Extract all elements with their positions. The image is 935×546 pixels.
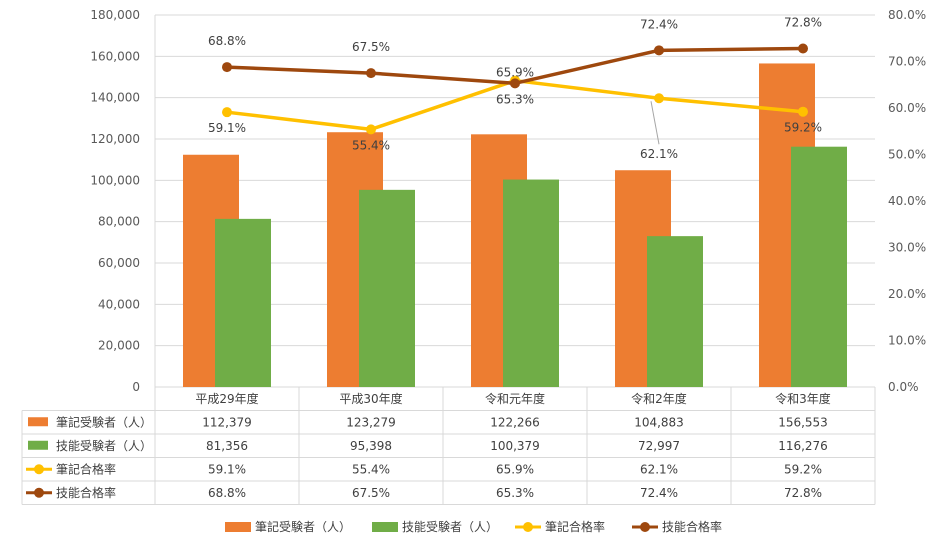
legend-key [372,522,398,532]
data-label: 65.3% [496,92,534,106]
y-right-tick-label: 20.0% [888,287,926,301]
data-label: 62.1% [640,147,678,161]
category-label: 令和元年度 [485,391,545,406]
point-4-4 [654,45,664,56]
y-left-tick-label: 60,000 [98,256,140,270]
table-legend-key [34,487,44,498]
y-left-tick-label: 40,000 [98,297,140,311]
table-cell: 59.1% [208,462,246,476]
table-series-name: 技能受験者（人） [56,438,152,453]
table-cell: 65.3% [496,486,534,500]
y-right-tick-label: 30.0% [888,241,926,255]
legend-label: 筆記受験者（人） [255,519,351,534]
y-right-tick-label: 60.0% [888,101,926,115]
y-left-tick-label: 20,000 [98,339,140,353]
y-right-tick-label: 10.0% [888,334,926,348]
legend-key [523,522,533,532]
data-label: 68.8% [208,34,246,48]
point-3-1 [222,107,232,118]
table-cell: 122,266 [490,415,540,429]
bar-2-4 [647,236,703,387]
bar-2-2 [359,189,415,387]
point-4-5 [798,43,808,54]
y-left-tick-label: 180,000 [90,8,140,22]
leader-line [650,101,660,145]
table-cell: 116,276 [778,439,828,453]
table-cell: 62.1% [640,462,678,476]
bar-2-1 [215,218,271,387]
y-left-tick-label: 100,000 [90,173,140,187]
table-cell: 156,553 [778,415,828,429]
y-right-tick-label: 0.0% [888,380,919,394]
data-label: 59.2% [784,121,822,135]
y-right-tick-label: 70.0% [888,55,926,69]
table-cell: 59.2% [784,462,822,476]
table-cell: 112,379 [202,415,252,429]
table-cell: 95,398 [350,439,392,453]
category-label: 平成30年度 [339,391,402,406]
category-label: 令和3年度 [775,391,831,406]
legend-label: 技能合格率 [662,519,722,534]
table-series-name: 筆記合格率 [56,461,116,476]
table-series-name: 筆記受験者（人） [56,414,152,429]
legend-label: 筆記合格率 [545,519,605,534]
point-4-2 [366,68,376,79]
data-label: 55.4% [352,138,390,152]
y-left-tick-label: 160,000 [90,49,140,63]
legend-label: 技能受験者（人） [402,519,498,534]
table-legend-key [34,464,44,475]
y-left-tick-label: 80,000 [98,215,140,229]
table-cell: 65.9% [496,462,534,476]
data-label: 65.9% [496,66,534,80]
table-legend-key [28,417,48,427]
table-cell: 72.4% [640,486,678,500]
table-cell: 123,279 [346,415,396,429]
point-3-5 [798,106,808,117]
y-right-tick-label: 50.0% [888,148,926,162]
y-right-tick-label: 80.0% [888,8,926,22]
category-label: 令和2年度 [631,391,687,406]
point-4-1 [222,62,232,73]
table-cell: 81,356 [206,439,248,453]
legend-key [225,522,251,532]
point-4-3 [510,78,520,89]
table-cell: 55.4% [352,462,390,476]
table-legend-key [28,440,48,450]
legend-key [640,522,650,532]
table-cell: 72,997 [638,439,680,453]
y-right-tick-label: 40.0% [888,194,926,208]
bar-2-5 [791,146,847,387]
table-cell: 100,379 [490,439,540,453]
table-series-name: 技能合格率 [56,485,116,500]
data-label: 72.8% [784,15,822,29]
y-left-tick-label: 120,000 [90,132,140,146]
point-3-4 [654,93,664,104]
table-cell: 68.8% [208,486,246,500]
table-cell: 67.5% [352,486,390,500]
y-left-tick-label: 0 [132,380,140,394]
data-label: 67.5% [352,40,390,54]
point-3-2 [366,124,376,135]
y-left-tick-label: 140,000 [90,91,140,105]
table-cell: 104,883 [634,415,684,429]
data-label: 59.1% [208,121,246,135]
data-label: 72.4% [640,17,678,31]
category-label: 平成29年度 [195,391,258,406]
bar-2-3 [503,179,559,387]
table-cell: 72.8% [784,486,822,500]
